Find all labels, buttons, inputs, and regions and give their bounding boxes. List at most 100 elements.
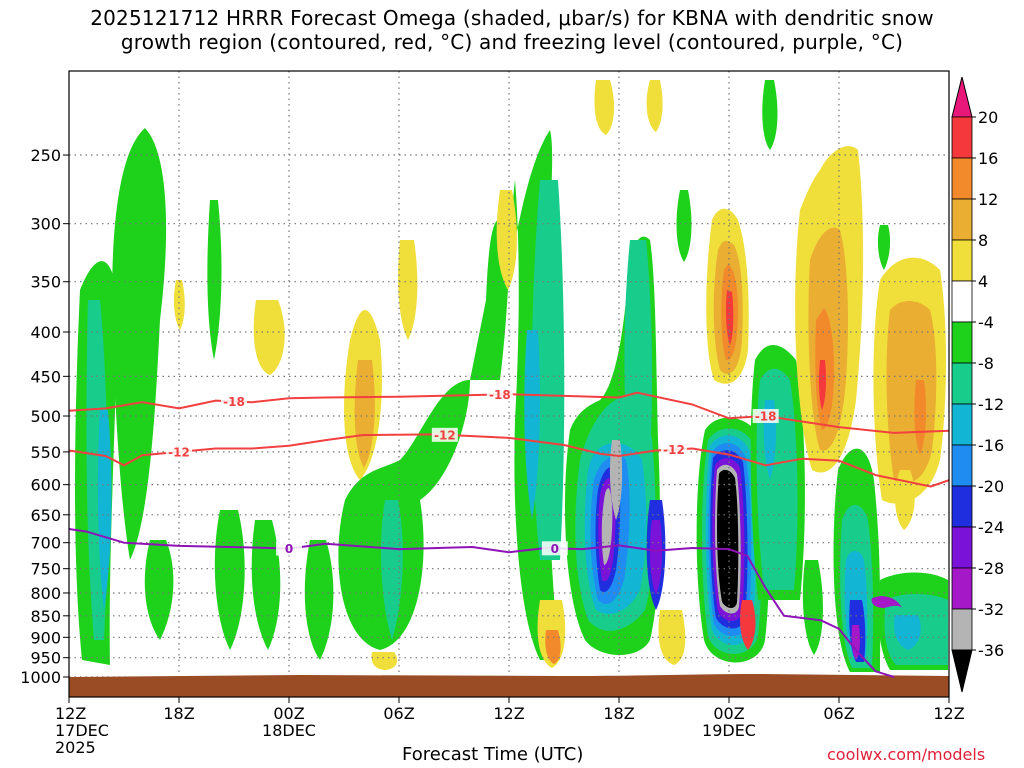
colorbar-band: [951, 444, 973, 487]
colorbar-band: [951, 116, 973, 159]
y-tick-label: 650: [30, 506, 61, 525]
omega-region: [354, 360, 375, 468]
omega-region: [726, 290, 734, 345]
contour-label-bg: [661, 442, 687, 457]
omega-region: [304, 540, 334, 660]
y-tick-label: 800: [30, 584, 61, 603]
x-tick-label: 2025: [55, 738, 96, 757]
omega-region: [97, 410, 112, 610]
omega-region: [871, 596, 902, 608]
x-tick-label: 18DEC: [262, 721, 316, 740]
omega-region: [398, 240, 418, 340]
colorbar-band: [951, 198, 973, 241]
contour-line-0: [68, 528, 895, 678]
colorbar-band: [951, 239, 973, 282]
colorbar-band: [951, 567, 973, 610]
y-tick-label: 300: [30, 215, 61, 234]
y-tick-label: 250: [30, 146, 61, 165]
x-tick-label: 19DEC: [702, 721, 756, 740]
omega-region: [762, 80, 778, 150]
chart-title-line2: growth region (contoured, red, °C) and f…: [120, 30, 904, 54]
colorbar-band: [951, 157, 973, 200]
ground-fill: [69, 674, 949, 697]
x-tick-label: 18Z: [163, 704, 194, 723]
omega-region: [545, 630, 561, 664]
omega-region: [658, 610, 686, 665]
colorbar-band: [951, 280, 973, 323]
ground-terrain: [69, 674, 949, 697]
contour-label--12: -12: [434, 428, 456, 442]
contour-label-bg: [486, 387, 513, 402]
omega-region: [371, 652, 398, 670]
contour-label-0: 0: [285, 542, 293, 556]
omega-region: [649, 520, 663, 595]
x-tick-label: 12Z: [933, 704, 964, 723]
colorbar-band: [951, 321, 973, 364]
contour-label--18: -18: [489, 388, 511, 402]
omega-region: [531, 180, 565, 560]
colorbar-label: 4: [978, 272, 988, 291]
x-tick-label: 00Z: [273, 704, 304, 723]
x-tick-label: 12Z: [55, 704, 86, 723]
x-tick-label: 18Z: [603, 704, 634, 723]
y-tick-label: 900: [30, 628, 61, 647]
colorbar-label: 20: [978, 108, 998, 127]
omega-region: [886, 301, 937, 484]
y-tick-label: 850: [30, 607, 61, 626]
contour-label-bg: [541, 541, 568, 556]
colorbar-label: -32: [978, 600, 1004, 619]
credit-text: coolwx.com/models: [827, 745, 986, 764]
omega-region: [756, 368, 798, 590]
colorbar-label: -36: [978, 641, 1004, 660]
omega-region: [380, 500, 403, 640]
chart-title-line1: 2025121712 HRRR Forecast Omega (shaded, …: [90, 6, 934, 30]
omega-region: [496, 190, 517, 290]
omega-region: [173, 280, 185, 330]
y-tick-label: 350: [30, 273, 61, 292]
colorbar-label: 16: [978, 149, 998, 168]
omega-shading: [75, 80, 948, 672]
colorbar-band: [951, 362, 973, 405]
colorbar-band: [951, 608, 973, 651]
omega-region: [214, 510, 245, 650]
colorbar-label: 12: [978, 190, 998, 209]
colorbar-bottom-arrow: [951, 649, 973, 693]
colorbar-label: -4: [978, 313, 994, 332]
colorbar-band: [951, 403, 973, 446]
contour-label-bg: [431, 427, 458, 442]
omega-region: [524, 330, 540, 520]
y-tick-label: 950: [30, 649, 61, 668]
temperature-contours: -18 -18 -18 -12 -12 -12 0 0: [68, 387, 950, 678]
contour-label-bg: [276, 541, 302, 556]
colorbar-label: -20: [978, 477, 1004, 496]
colorbar-band: [951, 485, 973, 528]
x-tick-label: 06Z: [383, 704, 414, 723]
y-tick-label: 700: [30, 534, 61, 553]
chart-title: 2025121712 HRRR Forecast Omega (shaded, …: [0, 6, 1024, 54]
omega-region: [594, 80, 615, 135]
y-tick-label: 600: [30, 476, 61, 495]
y-tick-label: 1000: [20, 668, 61, 687]
colorbar-label: -24: [978, 518, 1004, 537]
contour-label--18: -18: [755, 410, 777, 424]
colorbar-label: -12: [978, 395, 1004, 414]
y-tick-label: 500: [30, 407, 61, 426]
omega-region: [251, 520, 281, 650]
y-tick-label: 400: [30, 323, 61, 342]
omega-region: [914, 380, 927, 455]
grid-lines: [69, 71, 949, 697]
colorbar-top-arrow: [951, 76, 973, 118]
x-tick-label: 06Z: [823, 704, 854, 723]
omega-region: [646, 80, 663, 132]
x-tick-label: 17DEC: [55, 721, 109, 740]
colorbar-label: -16: [978, 436, 1004, 455]
colorbar: 20 16 12 8 4 -4 -8 -12 -16 -20 -24 -28 -32 -36: [951, 76, 1004, 693]
contour-label-bg: [166, 444, 192, 459]
omega-region: [144, 540, 174, 640]
omega-region: [253, 300, 285, 375]
x-axis-label: Forecast Time (UTC): [402, 744, 584, 765]
omega-region: [676, 190, 692, 262]
omega-region: [877, 225, 891, 270]
